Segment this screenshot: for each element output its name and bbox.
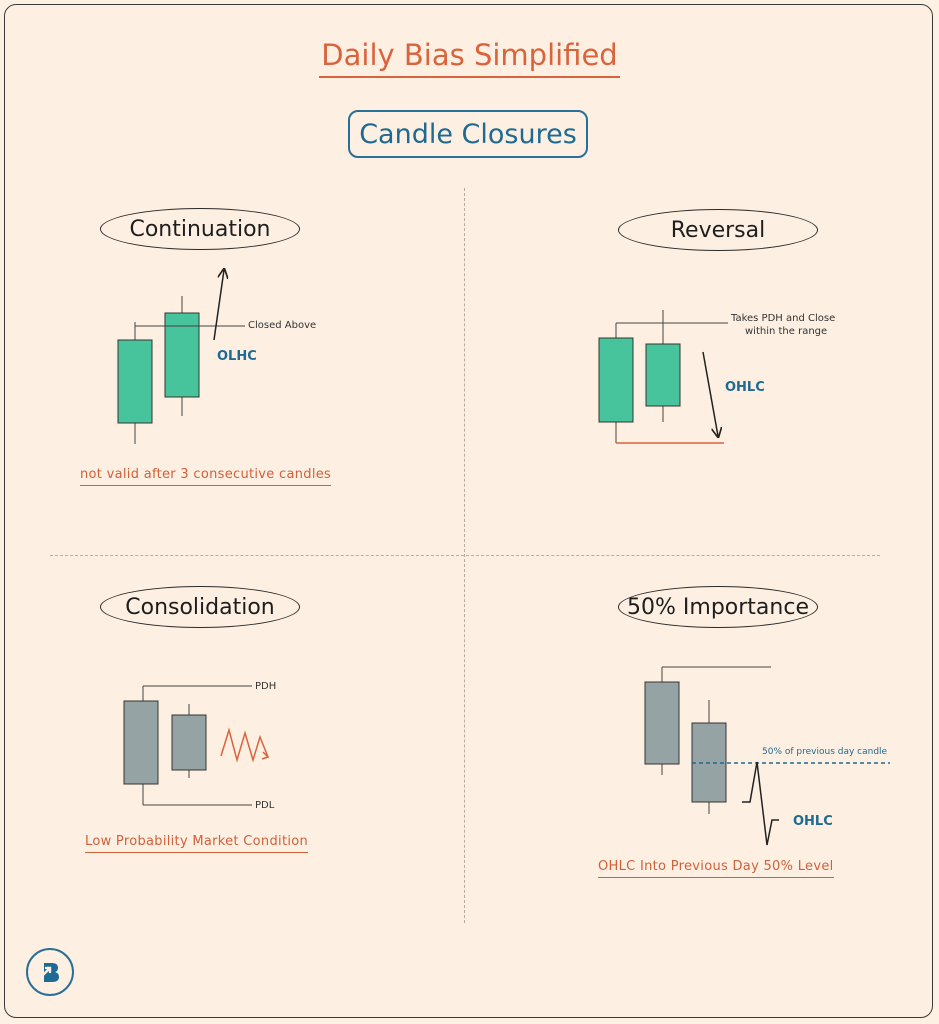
reversal-arrow: [702, 351, 718, 436]
reversal-line-label-1: Takes PDH and Close: [731, 313, 836, 324]
pdl-label: PDL: [255, 800, 275, 811]
consolidation-note: Low Probability Market Condition: [85, 834, 309, 853]
horizontal-divider: [50, 555, 880, 556]
reversal-line-label-2: within the range: [745, 326, 828, 337]
reversal-pattern-label: OHLC: [725, 380, 765, 395]
fifty-price-path: [742, 761, 779, 846]
continuation-candle-1: [117, 322, 153, 444]
consolidation-candle-2: [171, 704, 207, 778]
consolidation-candle-1: [123, 686, 159, 805]
section-title-box: Candle Closures: [348, 110, 588, 158]
continuation-note: not valid after 3 consecutive candles: [80, 467, 332, 486]
continuation-pattern-label: OLHC: [217, 349, 257, 364]
fifty-candle-1: [644, 667, 680, 775]
brand-b-arrow-icon: [26, 948, 74, 996]
reversal-candle-2: [645, 310, 681, 422]
consolidation-title: Consolidation: [100, 586, 300, 628]
fifty-percent-title: 50% Importance: [618, 586, 818, 628]
infographic-frame: [4, 4, 933, 1018]
continuation-title: Continuation: [100, 208, 300, 250]
fifty-pattern-label: OHLC: [793, 814, 833, 829]
closed-above-label: Closed Above: [248, 320, 317, 331]
fifty-candle-2: [691, 700, 727, 814]
page-title: Daily Bias Simplified: [0, 38, 939, 78]
zigzag-range: [220, 727, 269, 763]
pdh-label: PDH: [255, 681, 277, 692]
continuation-arrow: [213, 270, 224, 341]
fifty-level-label: 50% of previous day candle: [762, 747, 888, 757]
reversal-candle-1: [598, 323, 634, 443]
continuation-candle-2: [164, 296, 200, 416]
reversal-title: Reversal: [618, 209, 818, 251]
fifty-note: OHLC Into Previous Day 50% Level: [598, 859, 834, 878]
section-title: Candle Closures: [359, 118, 577, 150]
